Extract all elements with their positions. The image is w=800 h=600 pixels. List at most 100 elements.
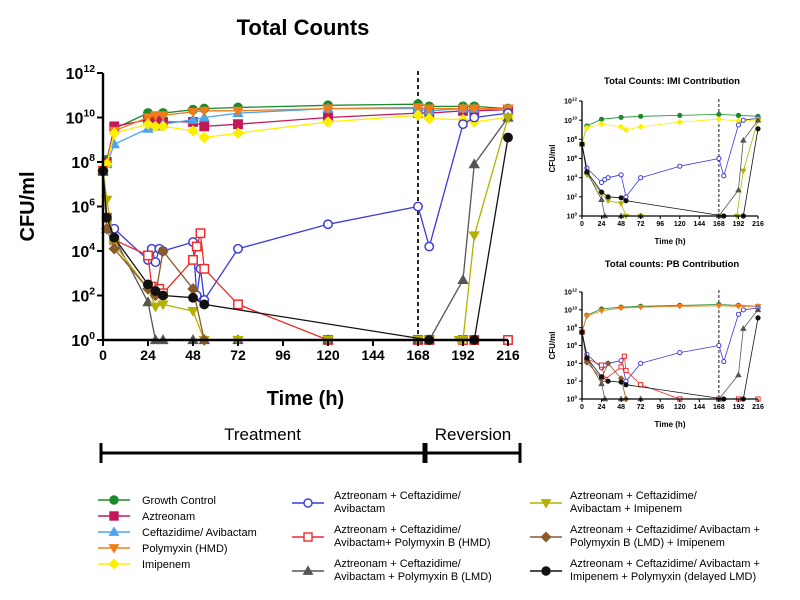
x-tick-label: 168	[713, 404, 725, 411]
data-point	[604, 360, 612, 367]
data-point	[715, 303, 723, 310]
data-point	[605, 378, 611, 384]
x-tick-label: 0	[580, 404, 584, 411]
data-point	[188, 254, 198, 265]
data-point	[755, 126, 761, 132]
data-point	[598, 189, 605, 195]
series-polymyxin-hmd	[97, 103, 514, 177]
legend-swatch-marker	[109, 511, 119, 521]
y-tick-label: 102	[71, 286, 95, 305]
x-axis-label: Time (h)	[655, 237, 686, 246]
series-aztreonam-ceftazidime-avibactam-imipenem-polymyxin-b-delayed-lmd	[98, 132, 513, 345]
tick-base: 10	[71, 155, 89, 172]
data-point	[412, 103, 424, 114]
data-point	[735, 303, 742, 310]
legend-label: Growth Control	[142, 495, 216, 507]
tick-exponent: 4	[89, 242, 95, 253]
data-point	[413, 201, 423, 212]
data-point	[583, 313, 591, 320]
data-point	[638, 382, 644, 388]
data-point	[199, 263, 210, 274]
data-point	[676, 118, 684, 126]
y-tick-label: 102	[567, 192, 578, 201]
legend-label: Imipenem	[142, 559, 190, 571]
x-tick-label: 0	[99, 347, 107, 363]
data-point	[584, 355, 590, 361]
phase-label: Treatment	[224, 425, 301, 444]
data-point	[143, 279, 153, 290]
data-point	[735, 122, 742, 128]
series-line	[581, 118, 759, 145]
legend-label: Aztreonam	[142, 511, 195, 523]
y-tick-label: 100	[567, 212, 578, 221]
legend-item: Aztreonam + Ceftazidime/Avibactam + Imip…	[530, 490, 698, 515]
data-point	[157, 120, 169, 133]
data-point	[598, 308, 605, 315]
tick-exponent: 2	[89, 286, 95, 297]
x-tick-label: 96	[275, 347, 291, 363]
y-tick-label: 108	[567, 135, 578, 144]
data-point	[622, 126, 630, 133]
data-point	[457, 274, 469, 284]
tick-base: 10	[71, 244, 89, 261]
legend-swatch-marker	[108, 544, 120, 554]
x-tick-label: 120	[674, 221, 686, 228]
tick-base: 10	[71, 333, 89, 350]
series-growth-control	[579, 111, 761, 147]
tick-exponent: 6	[89, 197, 95, 208]
x-axis-label: Time (h)	[655, 420, 686, 429]
tick-exponent: 6	[574, 154, 577, 159]
y-tick-label: 108	[71, 153, 95, 172]
tick-base: 10	[567, 137, 575, 144]
data-point	[621, 353, 627, 359]
data-point	[740, 325, 747, 331]
data-point	[424, 241, 435, 252]
data-point	[583, 359, 591, 366]
legend-item: Aztreonam + Ceftazidime/ Avibactam +Imip…	[530, 558, 760, 583]
data-point	[187, 307, 199, 317]
data-point	[195, 228, 206, 239]
tick-base: 10	[564, 118, 572, 125]
legend-swatch-marker	[108, 558, 120, 570]
data-point	[605, 194, 611, 200]
data-point	[149, 111, 162, 122]
data-point	[583, 124, 591, 132]
data-point	[618, 195, 624, 201]
data-point	[735, 311, 742, 317]
tick-base: 10	[567, 194, 575, 201]
data-point	[716, 342, 722, 349]
data-point	[503, 132, 513, 143]
legend-item: Polymyxin (HMD)	[98, 543, 228, 555]
series-line	[581, 309, 759, 400]
data-point	[638, 175, 644, 181]
data-point	[721, 358, 727, 365]
y-tick-label: 104	[71, 242, 95, 261]
series-aztreonam-ceftazidime-avibactam-polymyxin-b-hmd	[98, 165, 513, 345]
x-tick-label: 24	[140, 347, 156, 363]
series-line	[102, 112, 509, 301]
data-point	[637, 304, 644, 311]
data-point	[108, 243, 120, 255]
tick-exponent: 2	[574, 377, 577, 382]
legend-label: Avibactam+ Polymyxin B (HMD)	[334, 537, 491, 549]
data-point	[618, 114, 624, 120]
tick-exponent: 6	[574, 341, 577, 346]
x-tick-label: 72	[230, 347, 246, 363]
data-point	[677, 112, 683, 118]
series-aztreonam-ceftazidime-avibactam	[579, 115, 761, 200]
y-tick-label: 1010	[66, 108, 96, 127]
data-point	[598, 120, 605, 128]
tick-base: 10	[564, 290, 572, 297]
x-tick-label: 192	[451, 347, 475, 363]
tick-exponent: 0	[574, 395, 577, 400]
data-point	[322, 116, 334, 128]
data-point	[458, 119, 468, 130]
y-tick-label: 100	[567, 395, 578, 404]
data-point	[232, 106, 244, 117]
legend-label: Avibactam + Polymyxin B (LMD)	[334, 571, 492, 583]
data-point	[199, 121, 210, 132]
data-point	[721, 173, 727, 179]
x-tick-label: 216	[752, 404, 764, 411]
y-tick-label: 1012	[564, 97, 577, 106]
